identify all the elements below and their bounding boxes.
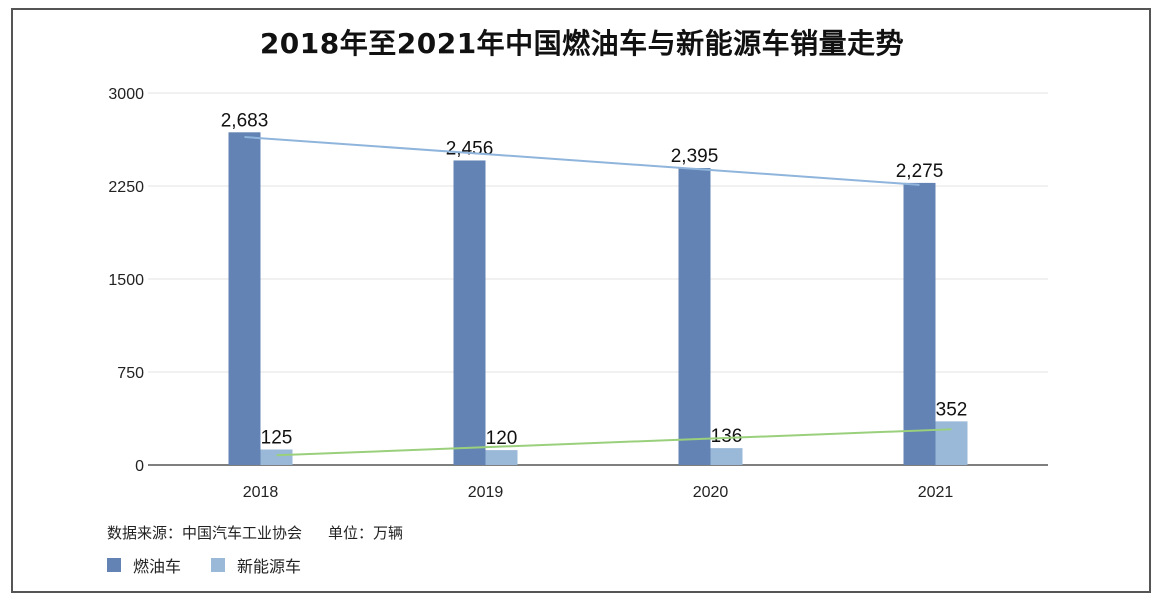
chart-title: 2018年至2021年中国燃油车与新能源车销量走势 (259, 27, 905, 60)
y-tick-label: 2250 (108, 179, 144, 196)
bar (453, 160, 486, 465)
y-tick-label: 0 (135, 458, 144, 475)
data-label: 2,456 (446, 138, 494, 159)
data-label: 2,683 (221, 110, 269, 131)
data-label: 2,275 (896, 161, 944, 182)
y-tick-label: 3000 (108, 86, 144, 103)
bar (935, 421, 968, 465)
x-tick-label: 2018 (243, 484, 279, 501)
legend-item-fuel: 燃油车 (107, 553, 181, 577)
data-label: 136 (711, 426, 743, 447)
data-source-note: 数据来源：中国汽车工业协会 单位：万辆 (107, 522, 403, 543)
bar (710, 448, 743, 465)
bar (678, 168, 711, 465)
legend-swatch-nev (211, 558, 226, 572)
data-label: 125 (261, 428, 293, 449)
bar (903, 182, 936, 465)
chart-frame (11, 8, 1151, 593)
trendline (276, 428, 952, 457)
x-tick-label: 2020 (693, 484, 729, 501)
y-tick-label: 750 (117, 365, 144, 382)
bar (260, 449, 293, 465)
chart-legend: 燃油车 新能源车 (107, 553, 331, 577)
x-tick-label: 2019 (468, 484, 504, 501)
legend-label-nev: 新能源车 (237, 557, 302, 576)
trendline (244, 136, 920, 186)
unit-text: 单位：万辆 (328, 524, 404, 542)
source-text: 数据来源：中国汽车工业协会 (107, 524, 303, 542)
bar (228, 132, 261, 466)
legend-swatch-fuel (107, 558, 121, 572)
data-label: 2,395 (671, 146, 719, 167)
bar (485, 450, 518, 465)
legend-item-nev: 新能源车 (211, 553, 301, 577)
x-tick-label: 2021 (918, 484, 954, 501)
data-label: 120 (486, 428, 518, 449)
data-label: 352 (936, 399, 968, 420)
legend-label-fuel: 燃油车 (133, 557, 182, 576)
y-tick-label: 1500 (108, 272, 144, 289)
